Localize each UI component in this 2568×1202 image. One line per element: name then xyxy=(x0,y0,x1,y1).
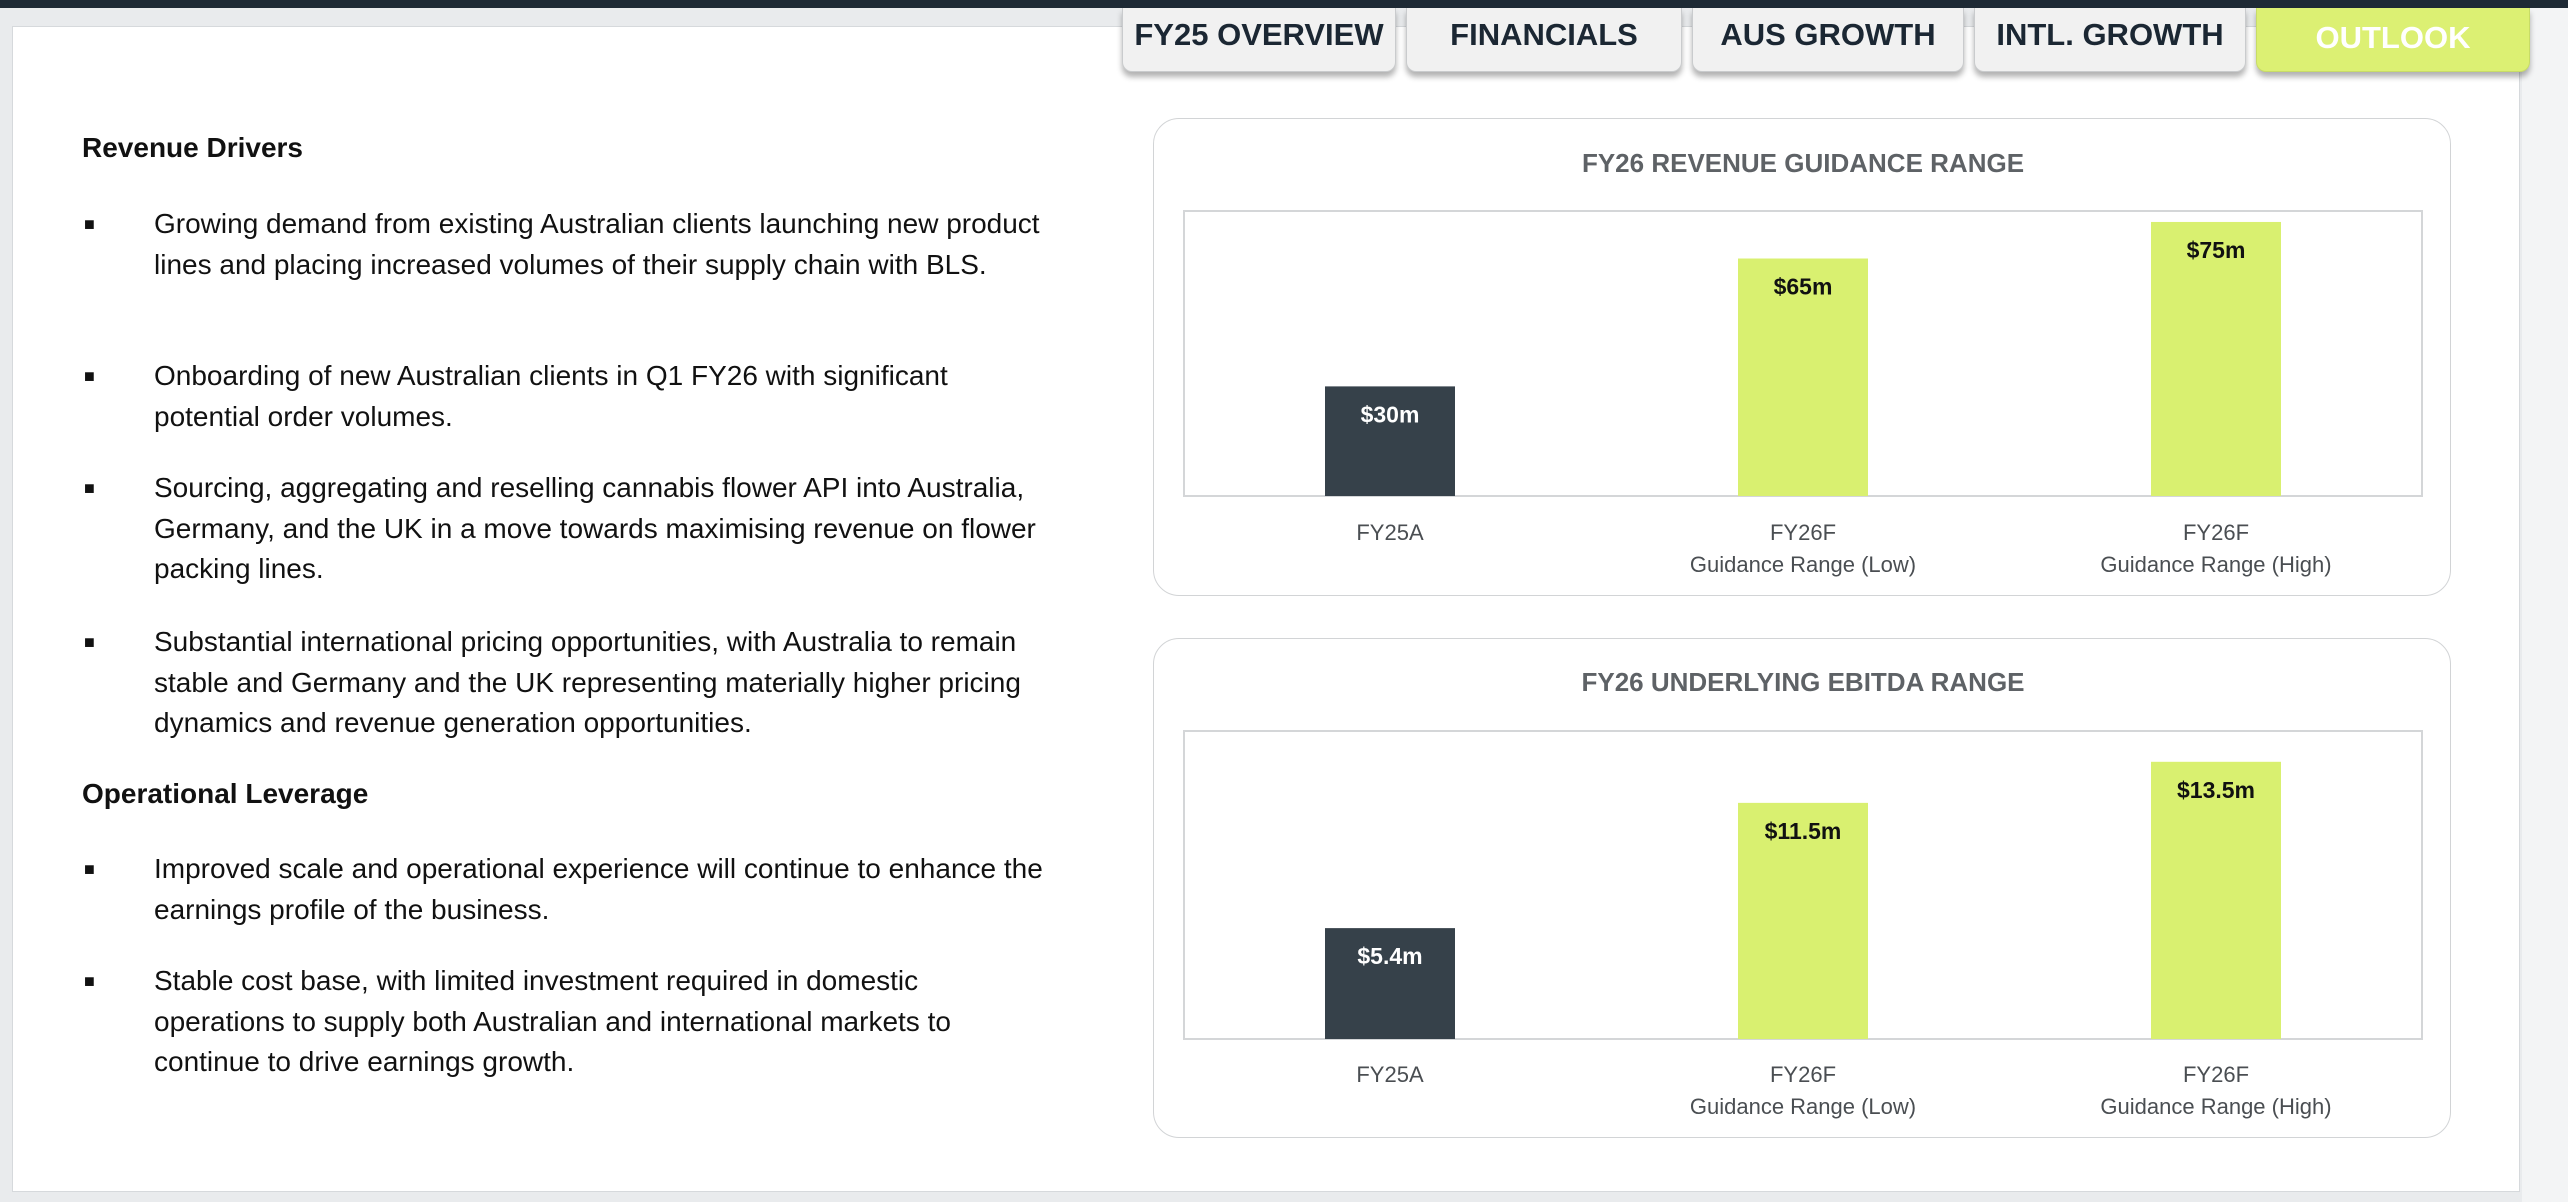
chart-title: FY26 UNDERLYING EBITDA RANGE xyxy=(1581,667,2024,697)
bar-value-label: $30m xyxy=(1361,401,1420,427)
bullet-text: Improved scale and operational experienc… xyxy=(154,853,1043,925)
bar-value-label: $65m xyxy=(1774,274,1833,300)
tab-fy25-overview[interactable]: FY25 OVERVIEW xyxy=(1122,8,1396,72)
revenue-guidance-chart-svg: FY26 REVENUE GUIDANCE RANGE $30m FY25A $65… xyxy=(1183,148,2423,577)
bar-value-label: $13.5m xyxy=(2177,777,2255,803)
tab-aus-growth[interactable]: AUS GROWTH xyxy=(1692,8,1964,72)
bar-2 xyxy=(2151,761,2281,1039)
category-label: FY26F xyxy=(1770,1062,1836,1087)
bar-1 xyxy=(1738,258,1868,496)
revenue-drivers-heading: Revenue Drivers xyxy=(82,132,304,163)
bullet-square-icon: ■ xyxy=(84,971,95,991)
bullet-square-icon: ■ xyxy=(84,366,95,386)
bar-0 xyxy=(1325,928,1455,1039)
bullet-square-icon: ■ xyxy=(84,214,95,234)
category-label: FY26F xyxy=(2183,1062,2249,1087)
ebitda-range-chart: FY26 UNDERLYING EBITDA RANGE $5.4m FY25A $… xyxy=(1153,638,2451,1138)
bar-2 xyxy=(2151,221,2281,496)
window-edge xyxy=(2522,8,2568,1202)
category-label: Guidance Range (Low) xyxy=(1690,1094,1916,1119)
revenue-guidance-chart: FY26 REVENUE GUIDANCE RANGE $30m FY25A $65… xyxy=(1153,118,2451,596)
ebitda-range-chart-svg: FY26 UNDERLYING EBITDA RANGE $5.4m FY25A $… xyxy=(1183,667,2423,1119)
bar-1 xyxy=(1738,802,1868,1039)
operational-leverage-heading: Operational Leverage xyxy=(82,778,369,809)
tab-outlook[interactable]: OUTLOOK xyxy=(2256,8,2530,72)
bullet-square-icon: ■ xyxy=(84,632,95,652)
tab-financials[interactable]: FINANCIALS xyxy=(1406,8,1682,72)
bar-value-label: $75m xyxy=(2187,237,2246,263)
category-label: Guidance Range (Low) xyxy=(1690,552,1916,577)
bar-0 xyxy=(1325,386,1455,496)
category-label: Guidance Range (High) xyxy=(2100,1094,2331,1119)
top-bar xyxy=(0,0,2568,8)
bullet-text: Substantial international pricing opport… xyxy=(154,626,1021,738)
bar-value-label: $11.5m xyxy=(1765,818,1842,844)
category-label: FY25A xyxy=(1356,520,1424,545)
bullet-text: Stable cost base, with limited investmen… xyxy=(154,965,951,1077)
bullet-square-icon: ■ xyxy=(84,859,95,879)
bullet-text: Growing demand from existing Australian … xyxy=(154,208,1040,280)
bullet-text: Sourcing, aggregating and reselling cann… xyxy=(154,472,1036,584)
bar-value-label: $5.4m xyxy=(1357,943,1422,969)
category-label: FY26F xyxy=(2183,520,2249,545)
tab-intl-growth[interactable]: INTL. GROWTH xyxy=(1974,8,2246,72)
category-label: FY25A xyxy=(1356,1062,1424,1087)
bullet-text: Onboarding of new Australian clients in … xyxy=(154,360,948,432)
category-label: FY26F xyxy=(1770,520,1836,545)
bullet-square-icon: ■ xyxy=(84,478,95,498)
category-label: Guidance Range (High) xyxy=(2100,552,2331,577)
chart-title: FY26 REVENUE GUIDANCE RANGE xyxy=(1582,148,2024,178)
